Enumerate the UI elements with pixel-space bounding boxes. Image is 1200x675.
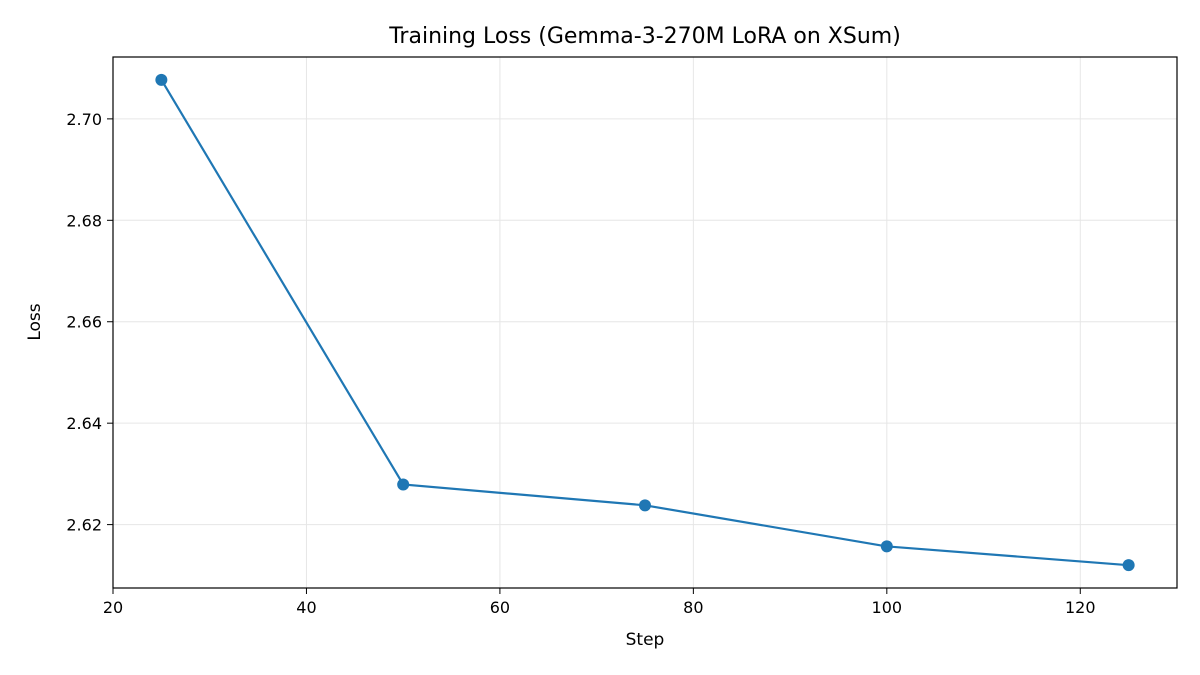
y-tick-label: 2.70: [66, 110, 102, 129]
x-tick-label: 60: [490, 598, 510, 617]
y-tick-label: 2.66: [66, 313, 102, 332]
grid-lines: [112, 57, 1177, 588]
data-point: [155, 73, 168, 86]
axis-ticks: 20 40 60 80 100 120 2.62 2.64 2.66 2.68 2.70: [66, 110, 1095, 617]
x-tick-label: 20: [103, 598, 123, 617]
data-point: [397, 478, 410, 491]
data-point: [1122, 559, 1135, 572]
data-point: [880, 540, 893, 553]
x-axis-label: Step: [626, 630, 665, 650]
chart-title: Training Loss (Gemma-3-270M LoRA on XSum…: [388, 24, 901, 49]
plot-frame: [112, 56, 1178, 589]
data-point: [639, 499, 651, 512]
y-tick-label: 2.68: [66, 211, 102, 230]
y-tick-label: 2.62: [66, 516, 102, 535]
series-layer: [155, 73, 1135, 572]
y-axis-label: Loss: [25, 303, 45, 340]
x-tick-label: 40: [296, 598, 316, 617]
x-tick-label: 80: [683, 598, 703, 617]
x-tick-label: 100: [872, 598, 903, 617]
y-tick-label: 2.64: [66, 414, 102, 433]
x-tick-label: 120: [1065, 598, 1096, 617]
